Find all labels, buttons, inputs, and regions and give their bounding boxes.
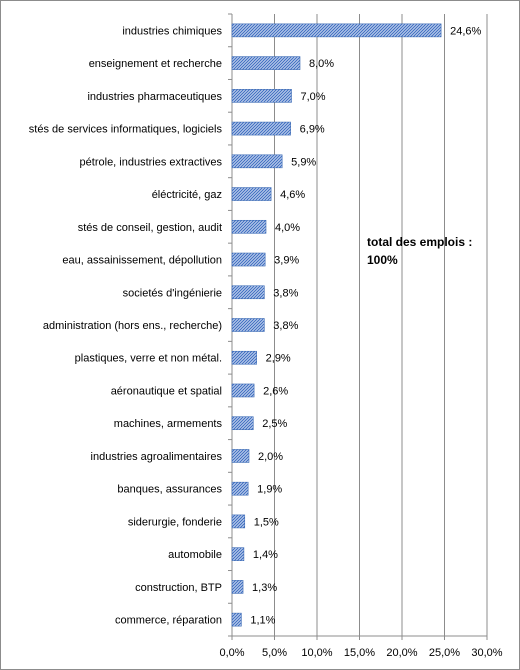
value-label: 2,0% xyxy=(258,451,283,463)
bar xyxy=(231,350,257,365)
category-label: éléctricité, gaz xyxy=(152,189,222,201)
bar xyxy=(231,481,249,496)
category-label: plastiques, verre et non métal. xyxy=(75,353,222,365)
bars xyxy=(231,23,442,627)
value-label: 1,5% xyxy=(254,516,279,528)
bar xyxy=(231,187,272,201)
category-label: machines, armements xyxy=(114,418,223,430)
bar xyxy=(231,56,301,70)
category-label: commerce, réparation xyxy=(115,615,222,627)
value-label: 1,9% xyxy=(257,484,282,496)
category-label: aéronautique et spatial xyxy=(111,385,222,397)
annotation-line-2: 100% xyxy=(367,253,398,267)
category-label: industries agroalimentaires xyxy=(91,451,223,463)
category-label: societés d'ingénierie xyxy=(123,287,222,299)
value-label: 1,4% xyxy=(253,549,278,561)
bar xyxy=(231,547,245,561)
x-tick-label: 10,0% xyxy=(301,647,332,659)
value-label: 24,6% xyxy=(450,25,481,37)
bar xyxy=(231,219,267,234)
value-label: 2,5% xyxy=(262,418,287,430)
x-tick-label: 15,0% xyxy=(344,647,375,659)
category-label: industries pharmaceutiques xyxy=(87,91,222,103)
bar xyxy=(231,89,292,103)
value-label: 7,0% xyxy=(301,91,326,103)
bar xyxy=(231,383,255,398)
labels: 0,0% 5,0% 10,0% 15,0% 20,0% 25,0% 30,0% industr… xyxy=(29,25,503,659)
value-label: 3,9% xyxy=(274,255,299,267)
value-label: 2,6% xyxy=(263,385,288,397)
x-tick-label: 30,0% xyxy=(471,647,502,659)
annotation-line-1: total des emplois : xyxy=(367,235,473,249)
bar xyxy=(231,252,266,267)
bar xyxy=(231,285,265,300)
category-label: automobile xyxy=(168,549,222,561)
value-label: 5,9% xyxy=(291,156,316,168)
value-label: 3,8% xyxy=(273,320,298,332)
value-label: 2,9% xyxy=(266,353,291,365)
value-label: 3,8% xyxy=(273,287,298,299)
category-label: construction, BTP xyxy=(135,582,222,594)
category-label: stés de services informatiques, logiciel… xyxy=(29,124,223,136)
x-tick-label: 0,0% xyxy=(219,647,244,659)
bar xyxy=(231,449,250,463)
bar xyxy=(231,318,265,332)
gridlines xyxy=(228,13,488,640)
value-label: 8,0% xyxy=(309,58,334,70)
category-label: industries chimiques xyxy=(122,25,222,37)
bar xyxy=(231,580,244,594)
category-label: eau, assainissement, dépollution xyxy=(62,255,222,267)
bar xyxy=(231,121,291,136)
value-label: 1,3% xyxy=(252,582,277,594)
bar xyxy=(231,514,246,529)
category-label: pétrole, industries extractives xyxy=(80,156,223,168)
value-label: 6,9% xyxy=(300,124,325,136)
x-tick-label: 5,0% xyxy=(262,647,287,659)
value-label: 1,1% xyxy=(250,615,275,627)
bar xyxy=(231,612,242,627)
category-label: siderurgie, fonderie xyxy=(128,516,222,528)
category-label: banques, assurances xyxy=(117,484,222,496)
bar xyxy=(231,154,283,169)
x-tick-label: 20,0% xyxy=(386,647,417,659)
category-label: stés de conseil, gestion, audit xyxy=(78,222,222,234)
category-label: enseignement et recherche xyxy=(89,58,222,70)
value-label: 4,6% xyxy=(280,189,305,201)
bar xyxy=(231,23,442,38)
category-label: administration (hors ens., recherche) xyxy=(43,320,222,332)
x-tick-label: 25,0% xyxy=(429,647,460,659)
bar xyxy=(231,416,254,431)
value-label: 4,0% xyxy=(275,222,300,234)
total-annotation: total des emplois : 100% xyxy=(367,233,497,269)
